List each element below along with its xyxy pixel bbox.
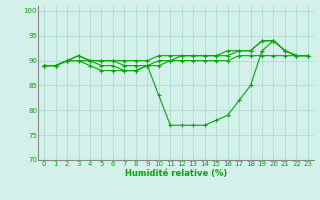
X-axis label: Humidité relative (%): Humidité relative (%) — [125, 169, 227, 178]
